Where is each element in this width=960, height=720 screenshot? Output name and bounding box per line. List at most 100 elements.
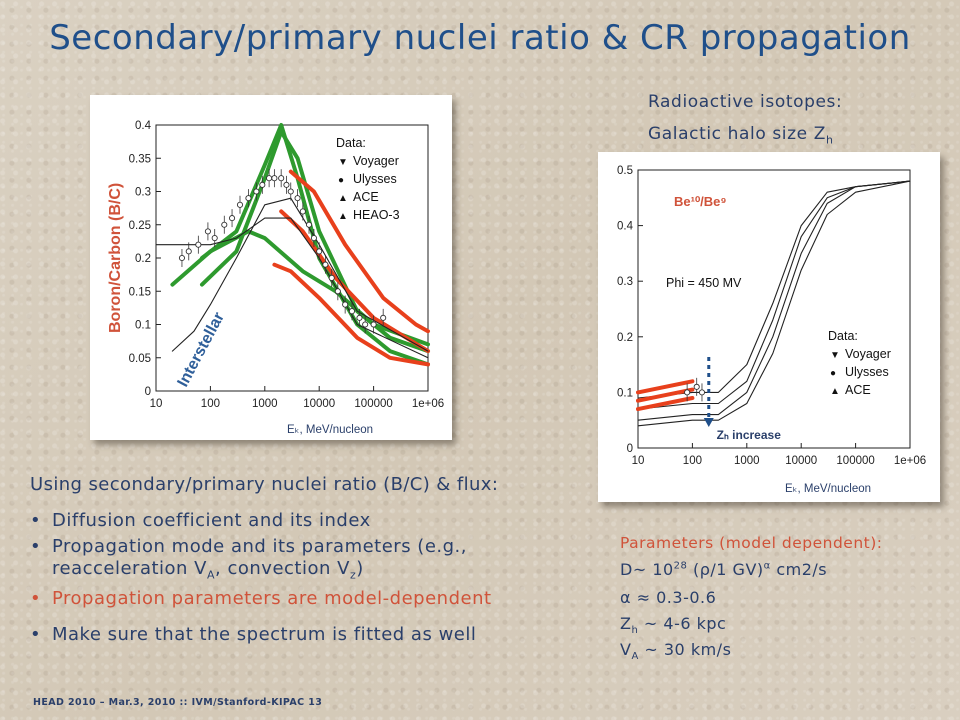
- legend-marker: ▲: [338, 211, 348, 222]
- black-model-curve: [171, 197, 429, 352]
- y-tick-label: 0.1: [617, 387, 633, 399]
- legend-entry: Voyager: [353, 154, 399, 168]
- plot-frame: [637, 169, 911, 449]
- data-point: [356, 314, 363, 321]
- x-tick-label: 10000: [785, 455, 817, 467]
- data-point: [283, 181, 290, 188]
- data-point: [693, 383, 700, 390]
- black-model-curve: [637, 180, 911, 421]
- x-tick-label: 100000: [354, 398, 392, 410]
- legend-entry: ACE: [353, 190, 379, 204]
- y-tick-label: 0.5: [617, 165, 633, 177]
- y-tick-label: 0: [627, 443, 633, 455]
- y-tick-label: 0.35: [129, 153, 151, 165]
- data-point: [294, 195, 301, 202]
- bullet-dot: •: [30, 536, 42, 557]
- data-point: [266, 175, 273, 182]
- data-point: [380, 314, 387, 321]
- param-alpha: α ≈ 0.3-0.6: [620, 588, 717, 607]
- bullet-text: Make sure that the spectrum is fitted as…: [52, 624, 477, 645]
- intro-text: Using secondary/primary nuclei ratio (B/…: [30, 474, 499, 495]
- page-title: Secondary/primary nuclei ratio & CR prop…: [49, 18, 911, 58]
- data-point: [342, 301, 349, 308]
- data-point: [253, 188, 260, 195]
- y-tick-label: 0.2: [617, 332, 633, 344]
- y-tick-label: 0.25: [129, 220, 151, 232]
- black-model-curve: [637, 180, 911, 427]
- green-model-curve: [200, 129, 430, 354]
- legend-marker: ▼: [338, 157, 348, 168]
- bullet-text-line2: reacceleration V: [52, 558, 207, 579]
- footer-text: HEAD 2010 – Mar.3, 2010 :: IVM/Stanford-…: [33, 697, 323, 708]
- x-tick-label: 100: [683, 455, 702, 467]
- black-model-curve: [637, 180, 911, 410]
- data-point: [221, 221, 228, 228]
- y-tick-label: 0.05: [129, 353, 151, 365]
- legend-marker: ●: [830, 368, 836, 379]
- y-axis-label: Boron/Carbon (B/C): [107, 183, 124, 333]
- radioactive-isotopes-label: Radioactive isotopes:: [648, 92, 843, 112]
- data-point: [305, 221, 313, 228]
- y-tick-label: 0.2: [135, 253, 151, 265]
- param-alfven-speed: VA ~ 30 km/s: [620, 640, 732, 663]
- be-ratio-chart: 10 100 1000 10000 100000 1e+06 0 0.1 0.2 0.3 0.4 0.…: [617, 165, 926, 495]
- data-point: [236, 201, 244, 208]
- data-point: [195, 241, 202, 248]
- red-model-curve: [636, 387, 695, 403]
- legend-entry: ACE: [845, 383, 871, 397]
- legend-marker: ▲: [338, 193, 348, 204]
- zh-increase-label: Zₕ increase: [717, 428, 782, 442]
- data-point: [228, 215, 236, 222]
- green-model-curve: [170, 229, 430, 347]
- x-tick-label: 1000: [734, 455, 760, 467]
- y-tick-label: 0.1: [135, 320, 151, 332]
- data-point: [259, 181, 266, 188]
- legend-entry: HEAO-3: [353, 208, 400, 222]
- bullet-text: Diffusion coefficient and its index: [52, 510, 371, 531]
- data-point: [348, 308, 356, 315]
- data-point: [370, 321, 377, 328]
- param-halo-size: Zh ~ 4-6 kpc: [620, 614, 727, 637]
- legend-marker: ●: [338, 175, 344, 186]
- data-point: [310, 234, 317, 242]
- x-tick-label: 100: [201, 398, 220, 410]
- legend-entry: Voyager: [845, 347, 891, 361]
- red-model-curve: [272, 262, 430, 367]
- bc-ratio-chart: 10 100 1000 10000 100000 1e+06 0 0.05 0.1 0.15 0.2…: [107, 120, 444, 436]
- data-point: [278, 175, 285, 182]
- data-point: [287, 188, 294, 195]
- arrow-head-icon: [703, 418, 714, 427]
- bullet-dot: •: [30, 624, 42, 645]
- data-point: [185, 248, 192, 255]
- red-model-curve: [288, 169, 430, 334]
- data-point: [322, 261, 329, 268]
- y-tick-label: 0.15: [129, 286, 151, 298]
- data-point: [245, 195, 252, 202]
- data-point: [684, 389, 691, 396]
- y-tick-label: 0: [145, 386, 151, 398]
- red-model-curve: [636, 379, 695, 395]
- legend-title: Data:: [336, 136, 366, 150]
- y-tick-label: 0.4: [617, 221, 634, 233]
- x-tick-label: 10: [632, 455, 645, 467]
- param-diffusion: D~ 1028 (ρ/1 GV)α cm2/s: [620, 560, 828, 579]
- phi-label: Phi = 450 MV: [666, 276, 742, 290]
- data-point: [271, 175, 278, 182]
- legend-entry: Ulysses: [845, 365, 889, 379]
- params-header: Parameters (model dependent):: [620, 534, 883, 552]
- x-tick-label: 1000: [252, 398, 278, 410]
- red-model-curve: [279, 209, 430, 354]
- data-point: [362, 321, 369, 328]
- data-point: [299, 208, 306, 215]
- ratio-label: Be¹⁰/Be⁹: [674, 194, 727, 209]
- x-tick-label: 1e+06: [412, 398, 444, 410]
- data-point: [178, 254, 186, 262]
- be-ratio-chart-panel: 10 100 1000 10000 100000 1e+06 0 0.1 0.2 0.3 0.4 0.…: [598, 152, 940, 502]
- x-axis-label: Eₖ, MeV/nucleon: [287, 424, 373, 436]
- data-point: [698, 389, 706, 396]
- x-tick-label: 1e+06: [894, 455, 926, 467]
- bullet-text: Propagation parameters are model-depende…: [52, 588, 492, 609]
- data-point: [334, 288, 341, 295]
- y-tick-label: 0.3: [135, 187, 151, 199]
- data-point: [316, 248, 323, 255]
